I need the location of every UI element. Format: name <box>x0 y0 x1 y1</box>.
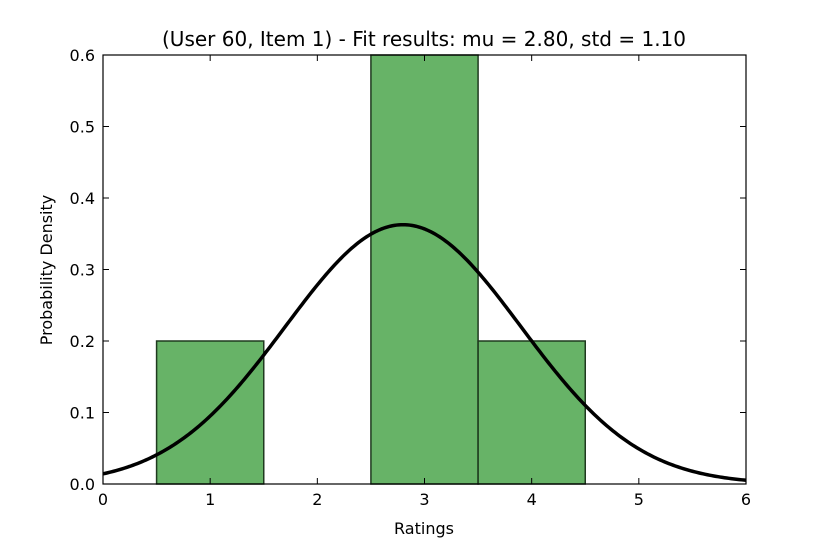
chart-title: (User 60, Item 1) - Fit results: mu = 2.… <box>162 27 686 51</box>
x-tick-label: 1 <box>205 490 215 509</box>
fit-curve-layer <box>102 222 747 482</box>
y-axis-title: Probability Density <box>37 195 56 346</box>
x-axis-title: Ratings <box>394 519 454 538</box>
x-tick-label: 5 <box>634 490 644 509</box>
x-tick-label: 4 <box>527 490 537 509</box>
y-tick-label: 0.1 <box>70 404 95 423</box>
y-tick-label: 0.4 <box>70 189 95 208</box>
x-tick-label: 0 <box>98 490 108 509</box>
plot-frame <box>102 54 747 485</box>
y-tick-label: 0.0 <box>70 475 95 494</box>
y-tick-label: 0.3 <box>70 261 95 280</box>
fit-curve <box>102 222 747 482</box>
axis-ticks: 0 1 2 3 4 5 6 0.0 0.1 0.2 0.3 0.4 0.5 0.6 <box>70 46 752 509</box>
y-tick-label: 0.6 <box>70 46 95 65</box>
histogram-bar-3 <box>477 340 587 485</box>
histogram-bar-2 <box>370 54 479 485</box>
histogram-bars <box>155 54 587 485</box>
y-tick-label: 0.5 <box>70 118 95 137</box>
y-tick-label: 0.2 <box>70 332 95 351</box>
x-tick-label: 3 <box>419 490 429 509</box>
x-tick-label: 6 <box>741 490 751 509</box>
histogram-bar-0 <box>155 340 265 485</box>
x-tick-label: 2 <box>312 490 322 509</box>
